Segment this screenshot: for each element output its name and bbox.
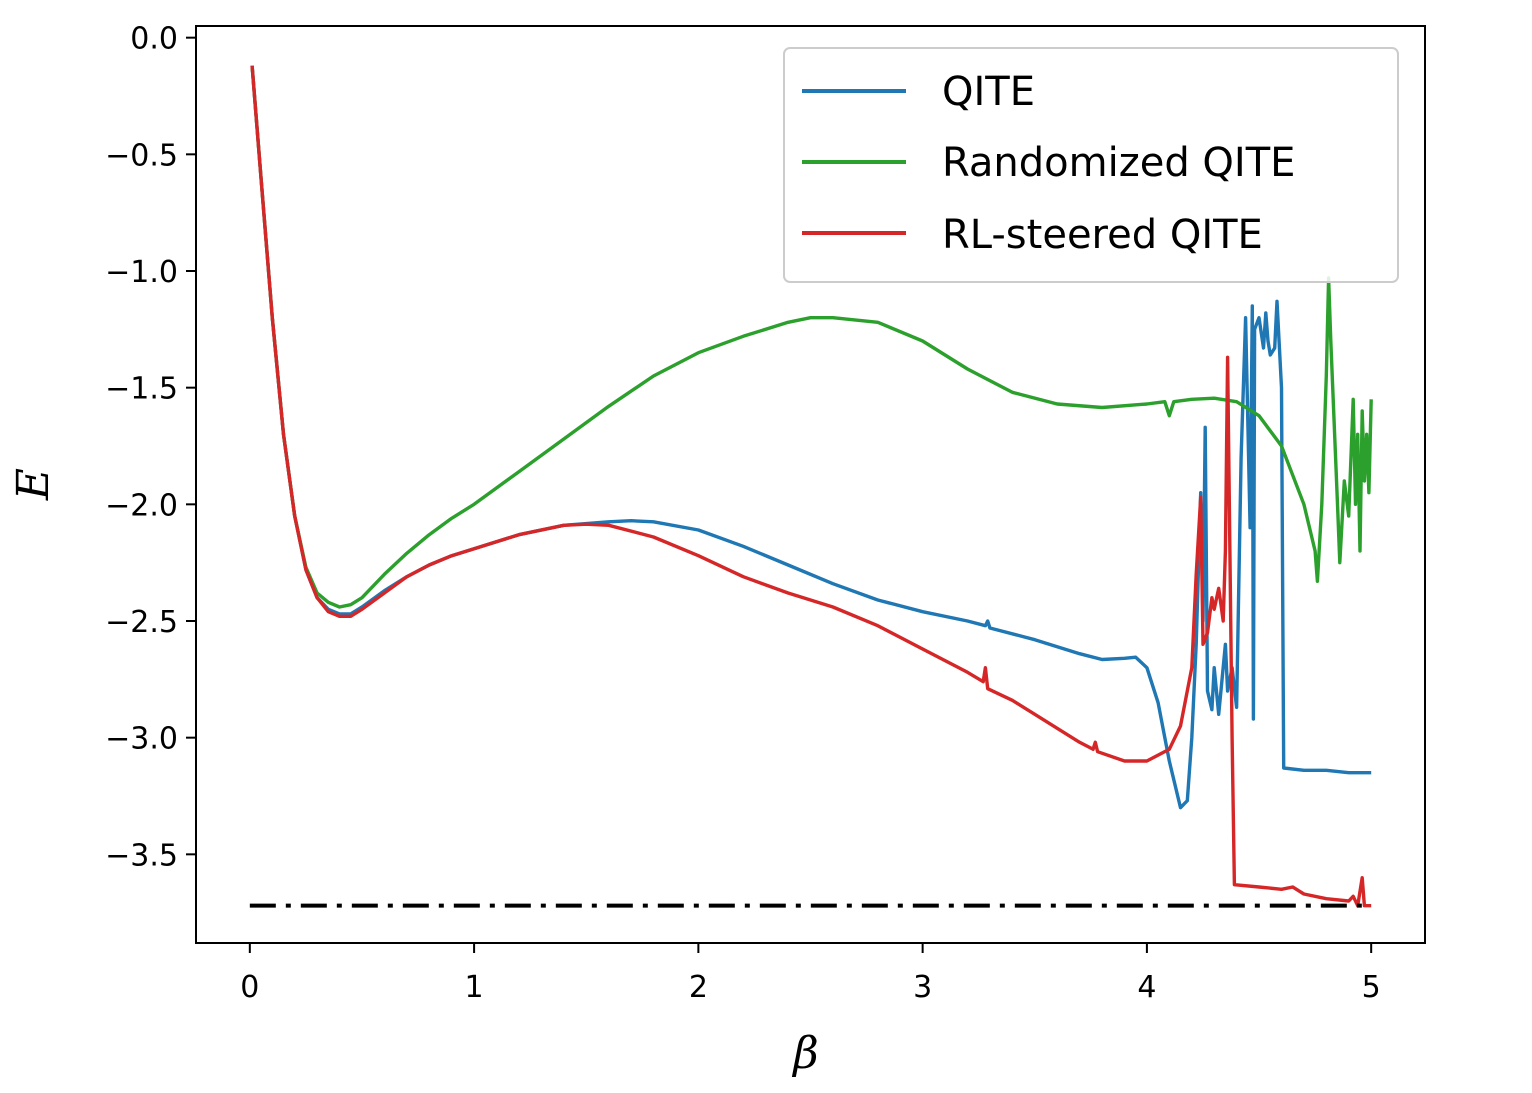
x-tick-label: 3 <box>913 970 932 1005</box>
y-axis-label: E <box>8 468 59 501</box>
x-tick-label: 1 <box>465 970 484 1005</box>
series-line-randomized-qite <box>250 65 1373 609</box>
y-tick-label: −3.5 <box>105 838 178 873</box>
series-line-rl-steered-qite <box>250 65 1372 908</box>
plot-area-frame <box>195 25 1426 944</box>
x-axis-ticks: 0 1 2 3 4 5 <box>240 943 1381 1005</box>
legend-label-randomized-qite: Randomized QITE <box>942 140 1295 186</box>
legend-label-qite: QITE <box>942 69 1035 115</box>
y-tick-label: −0.5 <box>105 138 178 173</box>
x-tick-label: 5 <box>1362 970 1381 1005</box>
y-tick-label: −1.0 <box>105 255 178 290</box>
x-axis-label: β <box>791 1028 818 1079</box>
y-tick-label: −2.0 <box>105 488 178 523</box>
x-tick-label: 2 <box>689 970 708 1005</box>
y-axis-ticks: 0.0 −0.5 −1.0 −1.5 −2.0 −2.5 −3.0 −3.5 <box>105 22 196 873</box>
y-tick-label: 0.0 <box>130 22 178 57</box>
legend-label-rl-steered-qite: RL-steered QITE <box>942 212 1263 258</box>
x-tick-label: 0 <box>240 970 259 1005</box>
y-tick-label: −2.5 <box>105 605 178 640</box>
legend-box <box>783 47 1399 283</box>
y-tick-label: −1.5 <box>105 372 178 407</box>
legend: QITE Randomized QITE RL-steered QITE <box>783 47 1399 283</box>
x-tick-label: 4 <box>1137 970 1156 1005</box>
series-layer <box>250 65 1373 908</box>
y-tick-label: −3.0 <box>105 722 178 757</box>
